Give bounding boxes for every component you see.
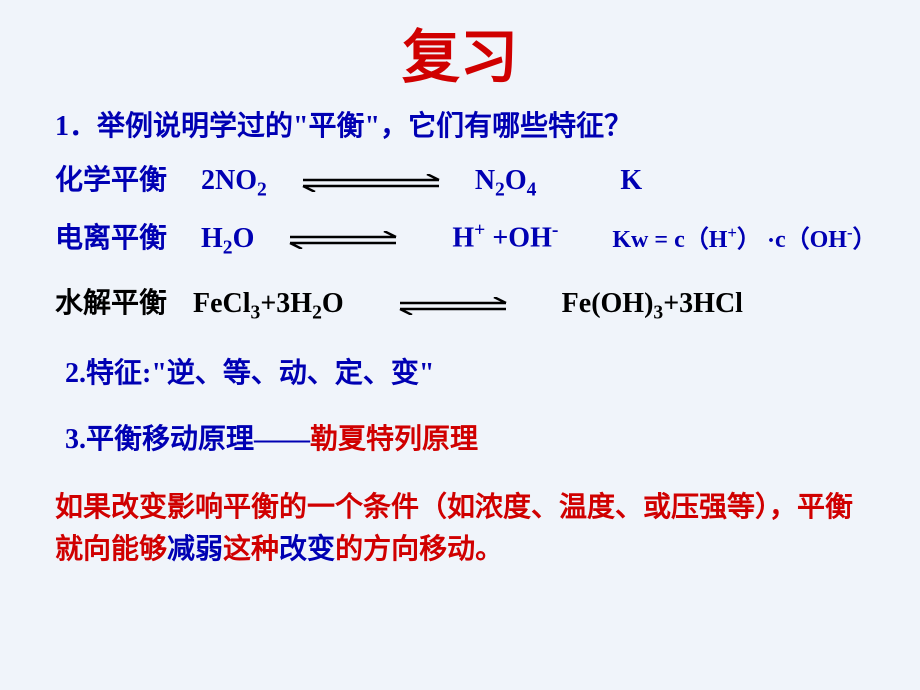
features-line: 2.特征:"逆、等、动、定、变" xyxy=(55,351,880,391)
kw-b: ） xyxy=(737,227,767,253)
hydro-lhs-a-sub: 3 xyxy=(251,303,261,324)
principle-line: 3.平衡移动原理——勒夏特列原理 xyxy=(55,417,880,457)
chem-rhs: N2O4 xyxy=(475,165,537,202)
ion-lhs-sub: 2 xyxy=(223,237,233,258)
principle-paragraph: 如果改变影响平衡的一个条件（如浓度、温度、或压强等），平衡就向能够减弱这种改变的… xyxy=(55,487,880,571)
equilibrium-arrow-icon xyxy=(301,174,441,192)
ion-eq-label: 电离平衡 xyxy=(55,216,167,256)
ion-lhs: H2O xyxy=(201,223,254,260)
ion-rhs: H+ +OH- xyxy=(452,220,558,254)
kw-a-sup: + xyxy=(727,223,737,242)
kw-c: c（OH xyxy=(775,227,847,253)
ionization-equilibrium-row: 电离平衡 H2O H+ +OH- Kw = c（H+） ·c（OH-） xyxy=(55,216,880,260)
chem-lhs: 2NO2 xyxy=(201,165,267,202)
chem-lhs-a-sub: 2 xyxy=(257,180,267,201)
equilibrium-arrow-icon xyxy=(398,297,508,315)
chem-lhs-a: 2NO xyxy=(201,165,257,196)
ion-lhs-b: O xyxy=(233,223,255,254)
kw-d: ） xyxy=(853,227,877,253)
ion-lhs-a: H xyxy=(201,223,223,254)
para-b: 减弱 xyxy=(167,534,223,565)
ion-plus: + xyxy=(485,223,508,254)
chemical-equilibrium-row: 化学平衡 2NO2 N2O4 K xyxy=(55,158,880,202)
feat-text: 2.特征:"逆、等、动、定、变" xyxy=(65,358,434,389)
ion-rhs-a: H xyxy=(452,223,474,254)
hydro-plus2: +3HCl xyxy=(663,288,743,319)
equilibrium-arrow-icon xyxy=(288,231,398,249)
para-d: 改变 xyxy=(279,534,335,565)
hydro-lhs-c: O xyxy=(322,288,344,319)
chem-k: K xyxy=(620,165,642,197)
hydro-lhs-a: FeCl xyxy=(193,288,251,319)
prin-a: 3.平衡移动原理—— xyxy=(65,424,310,455)
chem-rhs-a: N xyxy=(475,165,495,196)
question-1: 1．举例说明学过的"平衡"，它们有哪些特征？ xyxy=(55,104,880,144)
content-area: 1．举例说明学过的"平衡"，它们有哪些特征？ 化学平衡 2NO2 N2O4 K … xyxy=(0,94,920,571)
ion-rhs-b-sup: - xyxy=(552,220,559,241)
hydro-lhs: FeCl3+3H2O xyxy=(193,288,344,325)
hydro-label: 水解平衡 xyxy=(55,281,167,321)
ion-rhs-b: OH xyxy=(508,223,552,254)
hydro-rhs-a: Fe(OH) xyxy=(562,288,654,319)
chem-rhs-a-sub: 2 xyxy=(495,180,505,201)
kw-dot: · xyxy=(767,228,775,254)
hydro-rhs-a-sub: 3 xyxy=(653,303,663,324)
title-text: 复习 xyxy=(402,25,518,90)
hydro-plus1: +3H xyxy=(260,288,312,319)
hydro-rhs: Fe(OH)3+3HCl xyxy=(562,288,743,325)
q1-text: 1．举例说明学过的"平衡"，它们有哪些特征？ xyxy=(55,111,632,142)
chem-eq-label: 化学平衡 xyxy=(55,158,167,198)
kw-a: Kw = c（H xyxy=(612,227,727,253)
hydro-lhs-b-sub: 2 xyxy=(312,303,322,324)
para-e: 的方向移动。 xyxy=(335,534,503,565)
slide-title: 复习 xyxy=(0,0,920,94)
ion-rhs-a-sup: + xyxy=(474,220,485,241)
ion-kw: Kw = c（H+） ·c（OH-） xyxy=(612,219,876,255)
chem-rhs-b-sub: 4 xyxy=(527,180,537,201)
prin-b: 勒夏特列原理 xyxy=(310,424,478,455)
para-c: 这种 xyxy=(223,534,279,565)
chem-rhs-b: O xyxy=(505,165,527,196)
hydrolysis-equilibrium-row: 水解平衡 FeCl3+3H2O Fe(OH)3+3HCl xyxy=(55,281,880,325)
